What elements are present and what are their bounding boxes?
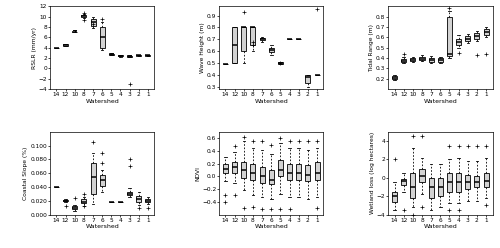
PathPatch shape (118, 55, 123, 56)
PathPatch shape (420, 57, 424, 60)
PathPatch shape (428, 58, 434, 62)
PathPatch shape (438, 178, 443, 196)
PathPatch shape (401, 179, 406, 185)
PathPatch shape (242, 28, 246, 51)
PathPatch shape (306, 165, 310, 182)
PathPatch shape (250, 164, 256, 180)
PathPatch shape (428, 178, 434, 198)
PathPatch shape (287, 164, 292, 180)
PathPatch shape (456, 39, 461, 45)
PathPatch shape (306, 75, 310, 83)
X-axis label: Watershed: Watershed (86, 99, 119, 104)
PathPatch shape (72, 206, 77, 209)
PathPatch shape (392, 76, 397, 79)
X-axis label: Watershed: Watershed (424, 99, 457, 104)
PathPatch shape (278, 62, 283, 64)
PathPatch shape (232, 28, 237, 63)
PathPatch shape (82, 15, 86, 17)
PathPatch shape (127, 56, 132, 57)
PathPatch shape (127, 192, 132, 195)
PathPatch shape (420, 169, 424, 182)
PathPatch shape (268, 48, 274, 52)
X-axis label: Watershed: Watershed (254, 224, 288, 229)
PathPatch shape (314, 162, 320, 180)
Y-axis label: Wetland loss (log hectares): Wetland loss (log hectares) (370, 132, 374, 214)
PathPatch shape (223, 164, 228, 173)
PathPatch shape (100, 27, 104, 48)
PathPatch shape (146, 55, 150, 56)
PathPatch shape (474, 176, 480, 187)
X-axis label: Watershed: Watershed (254, 99, 288, 104)
PathPatch shape (232, 162, 237, 173)
PathPatch shape (401, 59, 406, 62)
PathPatch shape (63, 44, 68, 46)
PathPatch shape (100, 175, 104, 186)
PathPatch shape (90, 163, 96, 194)
Y-axis label: NDVI: NDVI (195, 166, 200, 181)
Y-axis label: RSLR (mm/yr): RSLR (mm/yr) (32, 27, 36, 68)
X-axis label: Watershed: Watershed (86, 224, 119, 229)
PathPatch shape (109, 54, 114, 55)
PathPatch shape (146, 199, 150, 202)
PathPatch shape (466, 36, 470, 41)
PathPatch shape (410, 173, 416, 198)
PathPatch shape (260, 38, 264, 40)
PathPatch shape (90, 19, 96, 26)
Y-axis label: Wave Height (m): Wave Height (m) (200, 22, 205, 73)
PathPatch shape (447, 173, 452, 191)
PathPatch shape (278, 160, 283, 176)
PathPatch shape (438, 58, 443, 62)
PathPatch shape (242, 162, 246, 178)
PathPatch shape (484, 173, 488, 187)
PathPatch shape (466, 175, 470, 189)
PathPatch shape (136, 55, 141, 56)
Y-axis label: Tidal Range (m): Tidal Range (m) (369, 24, 374, 71)
Y-axis label: Coastal Slope (%): Coastal Slope (%) (24, 147, 28, 200)
PathPatch shape (456, 173, 461, 191)
PathPatch shape (296, 164, 301, 180)
PathPatch shape (63, 200, 68, 201)
PathPatch shape (250, 28, 256, 45)
PathPatch shape (268, 170, 274, 184)
PathPatch shape (447, 17, 452, 56)
PathPatch shape (136, 196, 141, 202)
PathPatch shape (484, 29, 488, 35)
PathPatch shape (410, 58, 416, 61)
PathPatch shape (474, 33, 480, 39)
PathPatch shape (392, 191, 397, 202)
PathPatch shape (82, 199, 86, 204)
PathPatch shape (260, 167, 264, 183)
X-axis label: Watershed: Watershed (424, 224, 457, 229)
